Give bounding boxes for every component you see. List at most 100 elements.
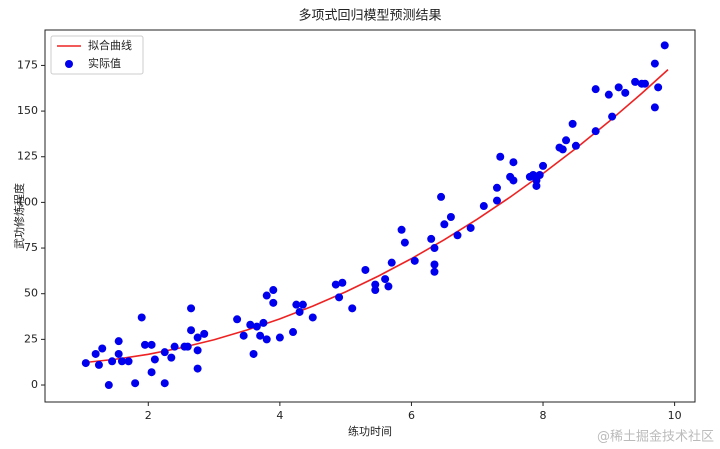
point <box>440 220 449 229</box>
point <box>150 355 159 364</box>
point <box>558 145 567 154</box>
point <box>262 291 271 300</box>
point <box>384 282 393 291</box>
point <box>621 88 630 97</box>
point <box>562 136 571 145</box>
point <box>275 333 284 342</box>
point <box>446 213 455 222</box>
point <box>539 161 548 170</box>
point <box>361 265 370 274</box>
point <box>410 256 419 265</box>
point <box>131 379 140 388</box>
point <box>187 326 196 335</box>
point <box>591 85 600 94</box>
point <box>187 304 196 313</box>
y-tick-label: 25 <box>24 332 38 345</box>
point <box>654 83 663 92</box>
chart-title: 多项式回归模型预测结果 <box>298 8 441 24</box>
y-tick-label: 125 <box>17 150 38 163</box>
point <box>114 337 123 346</box>
legend-swatch <box>65 60 73 68</box>
point <box>591 127 600 136</box>
x-tick-label: 10 <box>668 409 682 422</box>
x-tick-label: 2 <box>145 409 152 422</box>
point <box>430 260 439 269</box>
y-tick-label: 50 <box>24 287 38 300</box>
point <box>437 192 446 201</box>
point <box>239 331 248 340</box>
legend-label: 拟合曲线 <box>88 38 132 52</box>
point <box>292 300 301 309</box>
point <box>430 267 439 276</box>
point <box>94 360 103 369</box>
y-axis-label: 武功修炼程度 <box>12 183 26 249</box>
point <box>269 298 278 307</box>
point <box>167 353 176 362</box>
point <box>81 359 90 368</box>
point <box>641 79 649 88</box>
point <box>289 328 298 337</box>
point <box>338 278 347 287</box>
point <box>183 342 192 351</box>
point <box>137 313 146 322</box>
point <box>98 344 107 353</box>
point <box>430 244 439 253</box>
point <box>614 83 623 92</box>
point <box>535 171 544 180</box>
point <box>259 318 268 327</box>
point <box>233 315 242 324</box>
point <box>348 304 357 313</box>
point <box>466 223 475 232</box>
point <box>660 41 669 50</box>
point <box>249 349 258 358</box>
point <box>400 238 409 247</box>
point <box>371 280 380 289</box>
point <box>262 335 271 344</box>
point <box>124 357 133 366</box>
point <box>604 90 613 99</box>
x-tick-label: 8 <box>540 409 547 422</box>
point <box>147 368 156 377</box>
point <box>650 59 659 68</box>
y-tick-label: 150 <box>17 104 38 117</box>
point <box>295 307 304 316</box>
point <box>387 258 396 267</box>
point <box>509 158 518 167</box>
point <box>371 286 380 295</box>
point <box>492 183 501 192</box>
point <box>298 300 307 309</box>
point <box>117 357 126 366</box>
point <box>193 333 202 342</box>
point <box>104 381 113 390</box>
point <box>427 234 436 243</box>
y-tick-label: 0 <box>31 378 38 391</box>
point <box>160 379 169 388</box>
point <box>246 320 255 329</box>
point <box>170 342 179 351</box>
point <box>252 322 261 331</box>
x-tick-label: 6 <box>408 409 415 422</box>
point <box>91 349 100 358</box>
x-tick-label: 4 <box>276 409 283 422</box>
point <box>200 329 209 338</box>
x-axis-label: 练功时间 <box>348 424 392 438</box>
plot-frame <box>44 29 696 403</box>
y-tick-label: 100 <box>17 195 38 208</box>
point <box>608 112 617 121</box>
legend-label: 实际值 <box>88 56 121 70</box>
point <box>141 340 149 349</box>
point <box>492 196 501 205</box>
y-tick-label: 75 <box>24 241 38 254</box>
point <box>114 349 123 358</box>
point <box>397 225 406 234</box>
point <box>147 340 156 349</box>
point <box>509 176 518 185</box>
point <box>532 181 541 190</box>
point <box>193 346 202 355</box>
point <box>453 231 462 240</box>
point <box>256 331 265 340</box>
point <box>331 280 340 289</box>
